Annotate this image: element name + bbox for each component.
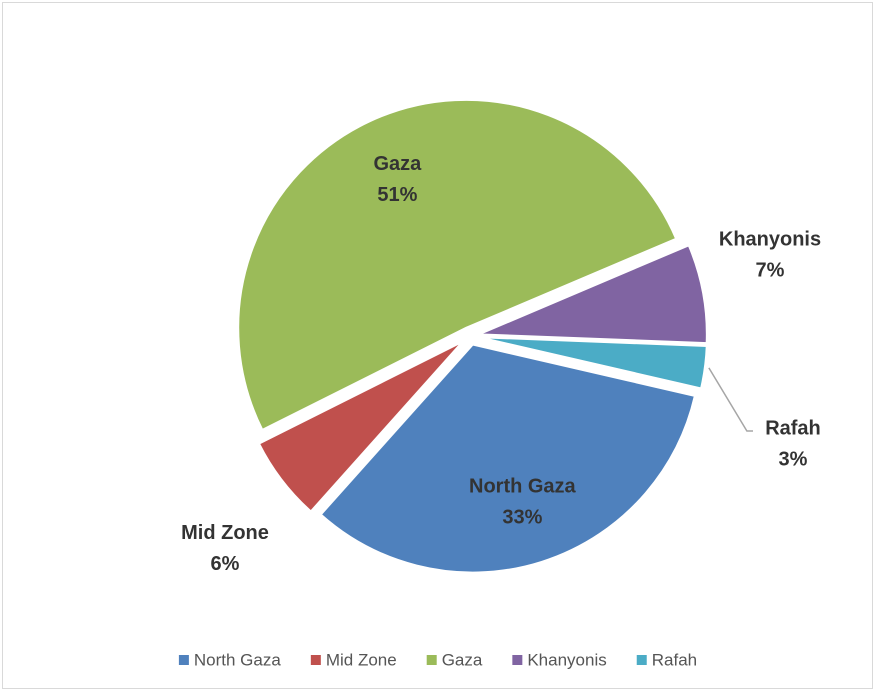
data-label-value: 3% <box>779 448 808 470</box>
legend-swatch <box>426 655 437 665</box>
legend-swatch <box>512 655 523 665</box>
legend-label: Rafah <box>652 650 697 669</box>
data-label-value: 7% <box>756 259 785 281</box>
legend-label: Gaza <box>442 650 483 669</box>
data-label-value: 33% <box>502 506 542 528</box>
pie-slice <box>237 98 678 432</box>
data-label-name: Gaza <box>373 153 422 175</box>
data-label-name: Rafah <box>765 417 821 439</box>
pie-slice <box>478 243 708 345</box>
pie-slice <box>319 343 697 574</box>
pie-slice <box>478 336 708 390</box>
legend-label: North Gaza <box>194 650 281 669</box>
legend-swatch <box>636 655 647 665</box>
leader-line <box>708 367 753 432</box>
legend-swatch <box>310 655 321 665</box>
pie-slice <box>257 340 464 513</box>
data-label-name: North Gaza <box>469 475 577 497</box>
data-label-name: Mid Zone <box>181 522 269 544</box>
data-label-value: 6% <box>211 553 240 575</box>
data-label-value: 51% <box>377 184 417 206</box>
legend-label: Khanyonis <box>527 650 606 669</box>
legend-swatch <box>178 655 189 665</box>
legend-label: Mid Zone <box>326 650 397 669</box>
data-label-name: Khanyonis <box>719 228 821 250</box>
